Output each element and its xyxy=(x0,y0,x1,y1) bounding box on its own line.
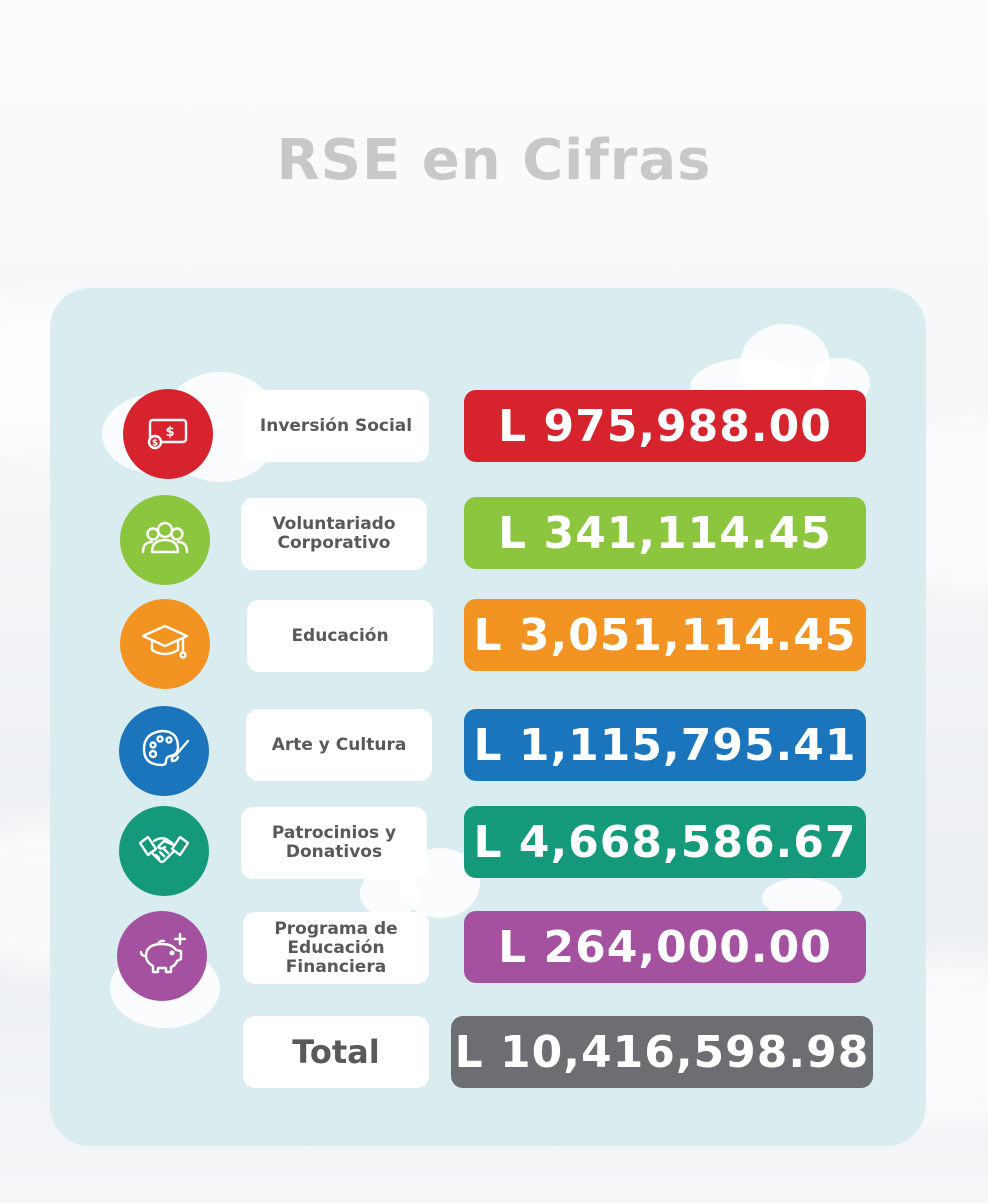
page-title: RSE en Cifras xyxy=(276,128,712,193)
circle-voluntariado xyxy=(120,495,210,585)
value-voluntariado: L 341,114.45 xyxy=(464,497,866,569)
row-total: Total L 10,416,598.98 xyxy=(50,1015,926,1105)
svg-text:$: $ xyxy=(152,439,158,449)
circle-educacion xyxy=(120,599,210,689)
row-inversion-social: $ $ Inversión Social L 975,988.00 xyxy=(50,389,926,479)
circle-inversion-social: $ $ xyxy=(123,389,213,479)
value-inversion-social: L 975,988.00 xyxy=(464,390,866,462)
money-icon: $ $ xyxy=(140,404,196,464)
value-educacion-financiera: L 264,000.00 xyxy=(464,911,866,983)
label-inversion-social: Inversión Social xyxy=(243,390,429,462)
label-voluntariado: Voluntariado Corporativo xyxy=(241,498,427,570)
label-patrocinios: Patrocinios y Donativos xyxy=(241,807,427,879)
piggy-bank-icon xyxy=(134,926,190,986)
value-total: L 10,416,598.98 xyxy=(451,1016,873,1088)
people-icon xyxy=(137,510,193,570)
handshake-icon xyxy=(136,821,192,881)
row-educacion-financiera: Programa de Educación Financiera L 264,0… xyxy=(50,911,926,1001)
label-total: Total xyxy=(243,1016,429,1088)
svg-text:$: $ xyxy=(165,425,174,440)
label-arte-cultura: Arte y Cultura xyxy=(246,709,432,781)
row-educacion: Educación L 3,051,114.45 xyxy=(50,599,926,689)
row-arte-cultura: Arte y Cultura L 1,115,795.41 xyxy=(50,706,926,796)
circle-arte-cultura xyxy=(119,706,209,796)
value-educacion: L 3,051,114.45 xyxy=(464,599,866,671)
graduation-cap-icon xyxy=(137,614,193,674)
circle-patrocinios xyxy=(119,806,209,896)
row-patrocinios: Patrocinios y Donativos L 4,668,586.67 xyxy=(50,806,926,896)
value-patrocinios: L 4,668,586.67 xyxy=(464,806,866,878)
circle-educacion-financiera xyxy=(117,911,207,1001)
label-educacion-financiera: Programa de Educación Financiera xyxy=(243,912,429,984)
row-voluntariado: Voluntariado Corporativo L 341,114.45 xyxy=(50,495,926,585)
label-educacion: Educación xyxy=(247,600,433,672)
figures-panel: $ $ Inversión Social L 975,988.00 Volun xyxy=(50,288,926,1146)
palette-icon xyxy=(136,721,192,781)
value-arte-cultura: L 1,115,795.41 xyxy=(464,709,866,781)
